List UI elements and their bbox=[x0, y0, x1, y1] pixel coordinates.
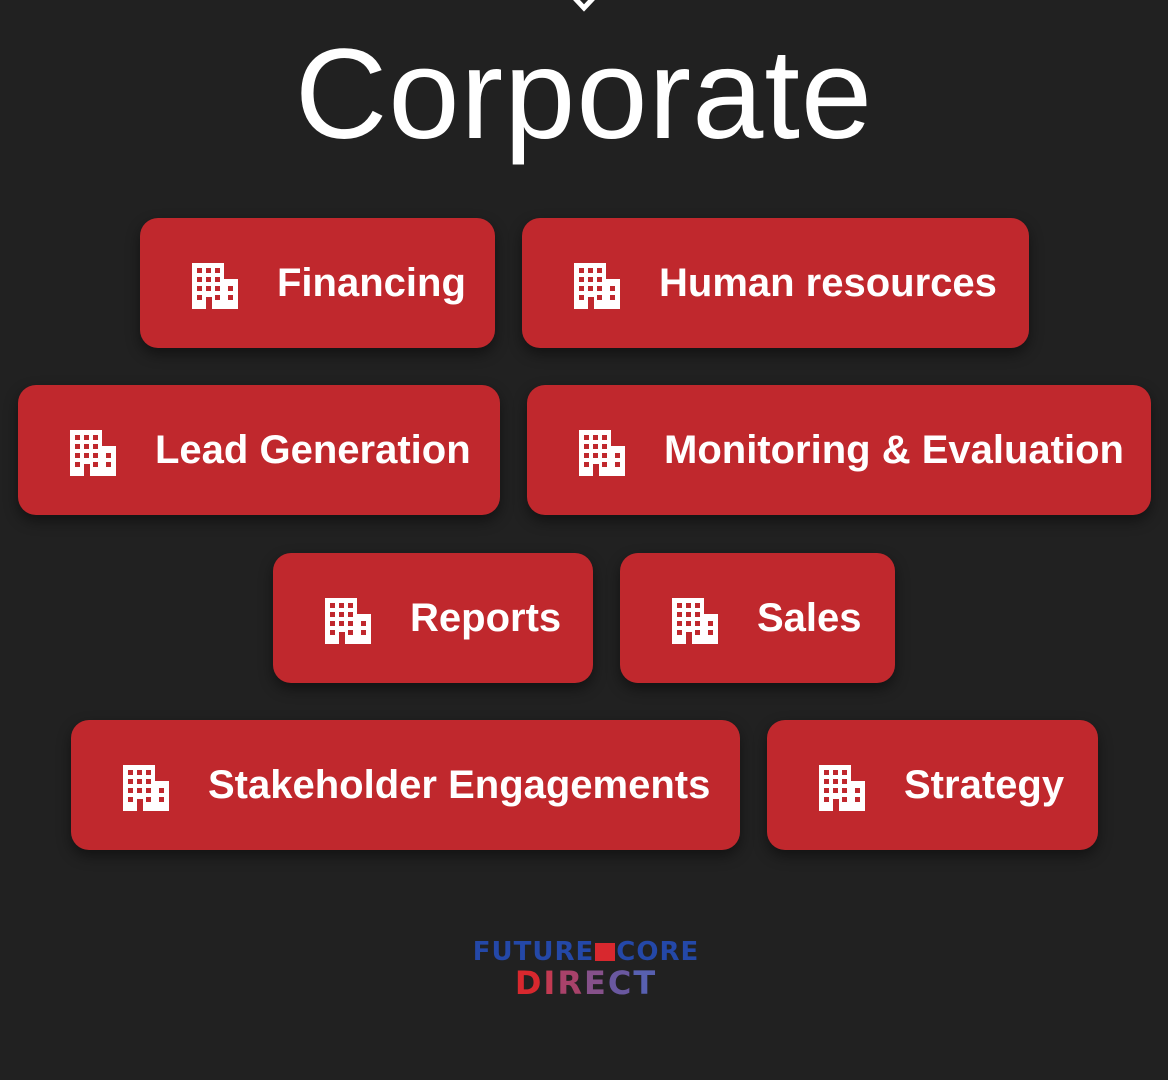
building-icon bbox=[325, 598, 371, 644]
building-icon bbox=[819, 765, 865, 811]
logo-line1: FUTURE CORE bbox=[466, 938, 706, 966]
building-icon bbox=[672, 598, 718, 644]
category-label: Monitoring & Evaluation bbox=[664, 428, 1124, 472]
category-label: Human resources bbox=[659, 261, 997, 305]
category-chip-monitoring-evaluation[interactable]: Monitoring & Evaluation bbox=[527, 385, 1151, 515]
category-chip-human-resources[interactable]: Human resources bbox=[522, 218, 1029, 348]
building-icon bbox=[574, 263, 620, 309]
category-label: Stakeholder Engagements bbox=[208, 763, 711, 807]
building-icon bbox=[70, 430, 116, 476]
logo-mark-icon bbox=[595, 943, 616, 961]
chevron-down-icon[interactable] bbox=[565, 0, 603, 16]
futurecore-logo: FUTURE CORE DIRECT bbox=[466, 938, 706, 1000]
page-title: Corporate bbox=[294, 23, 874, 166]
category-chip-financing[interactable]: Financing bbox=[140, 218, 495, 348]
category-label: Sales bbox=[757, 596, 862, 640]
category-chip-stakeholder-engagements[interactable]: Stakeholder Engagements bbox=[71, 720, 740, 850]
building-icon bbox=[123, 765, 169, 811]
category-label: Lead Generation bbox=[155, 428, 471, 472]
category-label: Financing bbox=[277, 261, 466, 305]
logo-text-direct: DIRECT bbox=[514, 964, 658, 1002]
category-chip-lead-generation[interactable]: Lead Generation bbox=[18, 385, 500, 515]
category-chip-reports[interactable]: Reports bbox=[273, 553, 593, 683]
category-chip-strategy[interactable]: Strategy bbox=[767, 720, 1098, 850]
logo-text-future: FUTURE bbox=[472, 937, 595, 967]
building-icon bbox=[579, 430, 625, 476]
logo-text-core: CORE bbox=[616, 937, 700, 967]
category-label: Strategy bbox=[904, 763, 1065, 807]
building-icon bbox=[192, 263, 238, 309]
category-chip-sales[interactable]: Sales bbox=[620, 553, 895, 683]
category-label: Reports bbox=[410, 596, 562, 640]
